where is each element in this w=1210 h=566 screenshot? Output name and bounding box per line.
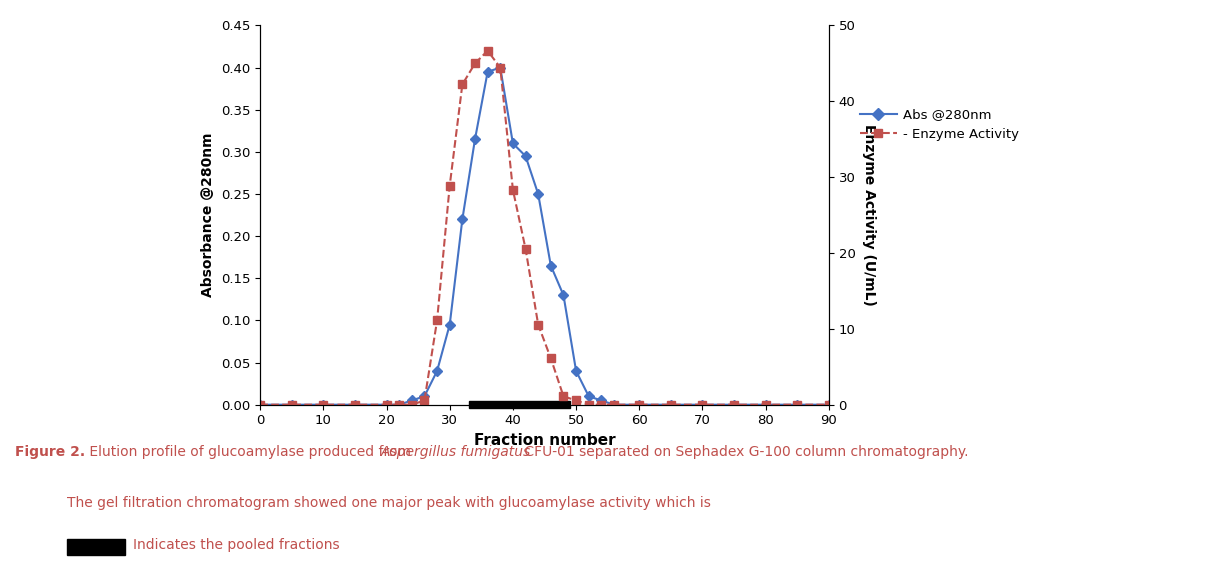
Bar [468, 401, 570, 408]
Text: Indicates the pooled fractions: Indicates the pooled fractions [133, 538, 340, 552]
X-axis label: Fraction number: Fraction number [473, 433, 616, 448]
Y-axis label: Absorbance @280nm: Absorbance @280nm [201, 133, 215, 297]
Text: Aspergillus fumigatus: Aspergillus fumigatus [381, 445, 531, 458]
Legend: Abs @280nm, - Enzyme Activity: Abs @280nm, - Enzyme Activity [859, 109, 1019, 141]
Text: The gel filtration chromatogram showed one major peak with glucoamylase activity: The gel filtration chromatogram showed o… [67, 496, 710, 509]
Text: CFU-01 separated on Sephadex G-100 column chromatography.: CFU-01 separated on Sephadex G-100 colum… [520, 445, 969, 458]
Text: Figure 2.: Figure 2. [15, 445, 85, 458]
Y-axis label: Enzyme Activity (U/mL): Enzyme Activity (U/mL) [863, 124, 876, 306]
Text: Elution profile of glucoamylase produced from: Elution profile of glucoamylase produced… [85, 445, 415, 458]
